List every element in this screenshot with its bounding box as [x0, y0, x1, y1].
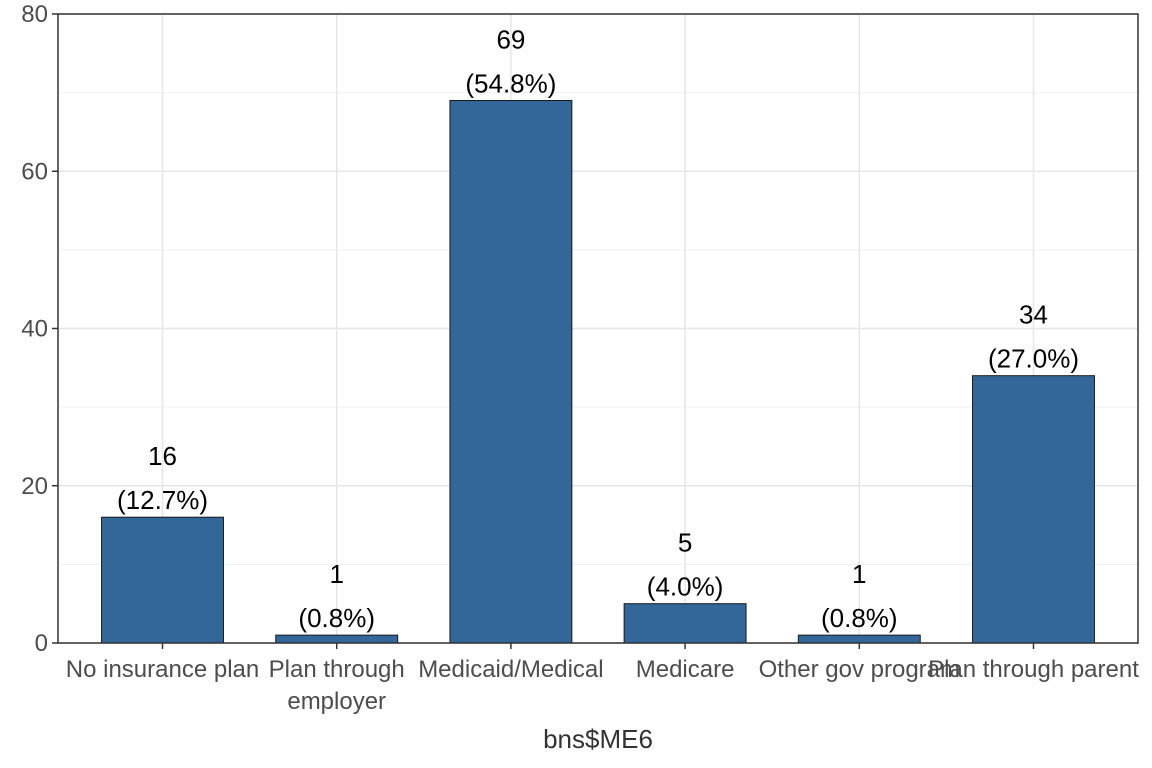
data-label-percent: (54.8%)	[465, 68, 556, 98]
data-label-percent: (0.8%)	[821, 603, 898, 633]
x-tick-label: Plan through employer	[269, 656, 405, 715]
x-tick-label: Medicare	[636, 656, 735, 683]
y-tick-label: 20	[21, 473, 48, 500]
data-label-count: 1	[329, 559, 343, 589]
x-tick-label: Medicaid/Medical	[418, 656, 603, 683]
bar	[797, 634, 921, 644]
x-axis: No insurance plan Plan through employer Med…	[66, 643, 1139, 715]
data-label-percent: (4.0%)	[647, 572, 724, 602]
x-tick-label: No insurance plan	[66, 656, 259, 683]
bars	[101, 99, 1095, 644]
y-axis: 0 20 40 60 80	[21, 1, 58, 657]
y-tick-label: 0	[35, 630, 48, 657]
data-label-count: 34	[1019, 300, 1048, 330]
x-axis-title: bns$ME6	[543, 724, 653, 754]
bar	[623, 603, 747, 644]
x-tick-label: Plan through parent	[928, 656, 1139, 683]
data-label-count: 16	[148, 441, 177, 471]
y-tick-label: 80	[21, 1, 48, 28]
bar	[972, 375, 1095, 644]
data-label-count: 1	[852, 559, 866, 589]
data-label-percent: (12.7%)	[117, 485, 208, 515]
bar	[449, 99, 573, 644]
y-tick-label: 60	[21, 158, 48, 185]
data-labels: (12.7%) 16 (0.8%) 1 (54.8%) 69 (4.0%) 5 (0.8%) 1 (…	[117, 24, 1079, 633]
bar	[275, 634, 399, 644]
data-label-count: 5	[678, 528, 692, 558]
y-tick-label: 40	[21, 316, 48, 343]
bar	[101, 516, 224, 644]
x-tick-label: Other gov program	[759, 656, 960, 683]
data-label-percent: (27.0%)	[988, 344, 1079, 374]
data-label-percent: (0.8%)	[298, 603, 375, 633]
data-label-count: 69	[496, 24, 525, 54]
